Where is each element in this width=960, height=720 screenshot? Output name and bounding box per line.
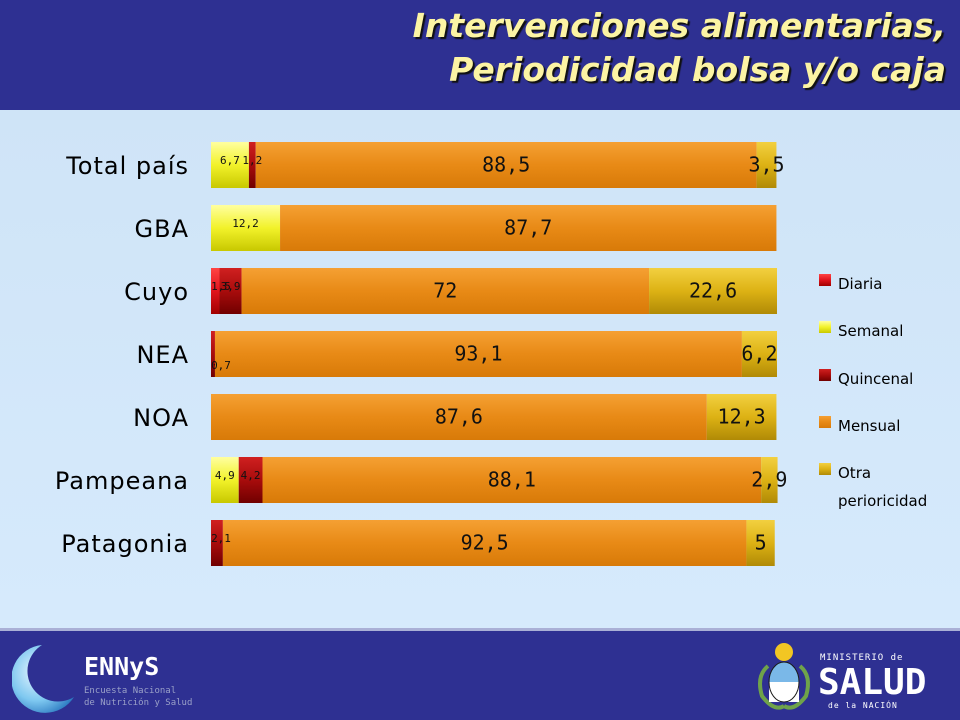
data-label-total-pais-quincenal: 1,2 — [242, 154, 262, 167]
bar-row-noa — [211, 394, 777, 440]
data-label-pampeana-semanal: 4,9 — [215, 469, 235, 482]
ministerio-salud-logo: MINISTERIO de SALUD de la NACIÓN — [758, 643, 926, 710]
bar-segment-noa-otra-periodicidad — [706, 394, 777, 440]
data-label-noa-mensual: 87,6 — [435, 405, 483, 429]
bar-row-pampeana — [211, 457, 778, 503]
salud-wordmark: SALUD — [818, 662, 926, 703]
legend-swatch-quincenal — [819, 369, 831, 381]
legend-label-quincenal: Quincenal — [838, 370, 913, 388]
bar-segment-patagonia-quincenal — [211, 520, 223, 566]
data-label-nea-mensual: 93,1 — [454, 342, 502, 366]
crescent-icon — [12, 645, 74, 713]
bar-segment-nea-quincenal — [211, 331, 215, 377]
ennys-subtitle-1: Encuesta Nacional — [84, 686, 176, 696]
bar-segment-cuyo-mensual — [241, 268, 650, 314]
bar-segment-gba-semanal — [211, 205, 281, 251]
legend-swatch-mensual — [819, 416, 831, 428]
bar-segment-total-pais-mensual — [255, 142, 757, 188]
category-label-total-pais: Total país — [65, 152, 189, 180]
bar-segment-gba-mensual — [280, 205, 777, 251]
slide-title-line2: Periodicidad bolsa y/o caja — [449, 50, 946, 89]
data-label-pampeana-quincenal: 4,2 — [241, 469, 261, 482]
legend-swatch-semanal — [819, 321, 831, 333]
data-label-pampeana-otra-periodicidad: 2,9 — [751, 468, 787, 492]
nacion-text: de la NACIÓN — [828, 699, 898, 710]
data-label-total-pais-otra-periodicidad: 3,5 — [748, 153, 784, 177]
bar-row-cuyo — [211, 268, 777, 314]
footer-divider — [0, 628, 960, 632]
data-label-gba-semanal: 12,2 — [232, 217, 259, 230]
category-label-gba: GBA — [135, 215, 189, 243]
data-label-patagonia-quincenal: 2,1 — [211, 532, 231, 545]
data-label-total-pais-mensual: 88,5 — [482, 153, 530, 177]
legend-label-diaria: Diaria — [838, 275, 882, 293]
bar-segment-noa-mensual — [211, 394, 707, 440]
bar-row-nea — [211, 331, 777, 377]
ennys-wordmark: ENNyS — [84, 652, 159, 681]
bar-segment-pampeana-mensual — [262, 457, 762, 503]
data-label-patagonia-mensual: 92,5 — [461, 531, 509, 555]
category-label-pampeana: Pampeana — [55, 467, 189, 495]
bar-row-patagonia — [211, 520, 775, 566]
legend-label-semanal: Semanal — [838, 322, 903, 340]
bar-segment-total-pais-otra-periodicidad — [756, 142, 777, 188]
data-label-gba-mensual: 87,7 — [504, 216, 552, 240]
bar-segment-cuyo-diaria — [211, 268, 220, 314]
bar-segment-cuyo-quincenal — [219, 268, 242, 314]
data-label-cuyo-diaria: 1,5 — [211, 280, 231, 293]
slide-title-line1: Intervenciones alimentarias, — [412, 6, 946, 45]
bar-segment-patagonia-mensual — [222, 520, 747, 566]
data-label-cuyo-mensual: 72 — [433, 279, 457, 303]
legend-label-perioricidad: perioricidad — [838, 492, 927, 510]
bar-segment-nea-mensual — [214, 331, 742, 377]
data-label-nea-quincenal: 0,7 — [211, 359, 231, 372]
legend-swatch-otra-periodicidad — [819, 463, 831, 475]
national-coat-of-arms — [758, 643, 810, 710]
ennys-logo: ENNyS Encuesta Nacional de Nutrición y S… — [12, 645, 192, 713]
bar-row-total-pais — [211, 142, 777, 188]
data-label-pampeana-mensual: 88,1 — [488, 468, 536, 492]
bar-row-gba — [211, 205, 777, 251]
data-label-nea-otra-periodicidad: 6,2 — [741, 342, 777, 366]
ennys-subtitle-2: de Nutrición y Salud — [84, 697, 192, 708]
legend-label-otra: Otra — [838, 464, 871, 482]
category-label-cuyo: Cuyo — [124, 278, 189, 306]
ministerio-text: MINISTERIO de — [820, 653, 903, 663]
data-label-cuyo-otra-periodicidad: 22,6 — [689, 279, 737, 303]
category-label-nea: NEA — [136, 341, 189, 369]
bar-segment-total-pais-semanal — [211, 142, 249, 188]
bar-segment-pampeana-quincenal — [238, 457, 263, 503]
header-bar: Intervenciones alimentarias, Periodicida… — [0, 0, 960, 110]
legend-swatch-diaria — [819, 274, 831, 286]
data-label-patagonia-otra-periodicidad: 5 — [755, 531, 767, 555]
bar-segment-pampeana-semanal — [211, 457, 239, 503]
data-label-total-pais-semanal: 6,7 — [220, 154, 240, 167]
bar-segment-patagonia-otra-periodicidad — [746, 520, 775, 566]
legend-label-mensual: Mensual — [838, 417, 900, 435]
category-label-noa: NOA — [133, 404, 189, 432]
data-label-cuyo-quincenal: 3,9 — [221, 280, 241, 293]
bar-segment-nea-otra-periodicidad — [741, 331, 777, 377]
data-label-noa-otra-periodicidad: 12,3 — [718, 405, 766, 429]
category-label-patagonia: Patagonia — [61, 530, 189, 558]
bar-segment-cuyo-otra-periodicidad — [649, 268, 777, 314]
bar-segment-total-pais-quincenal — [248, 142, 256, 188]
bar-segment-pampeana-otra-periodicidad — [761, 457, 778, 503]
